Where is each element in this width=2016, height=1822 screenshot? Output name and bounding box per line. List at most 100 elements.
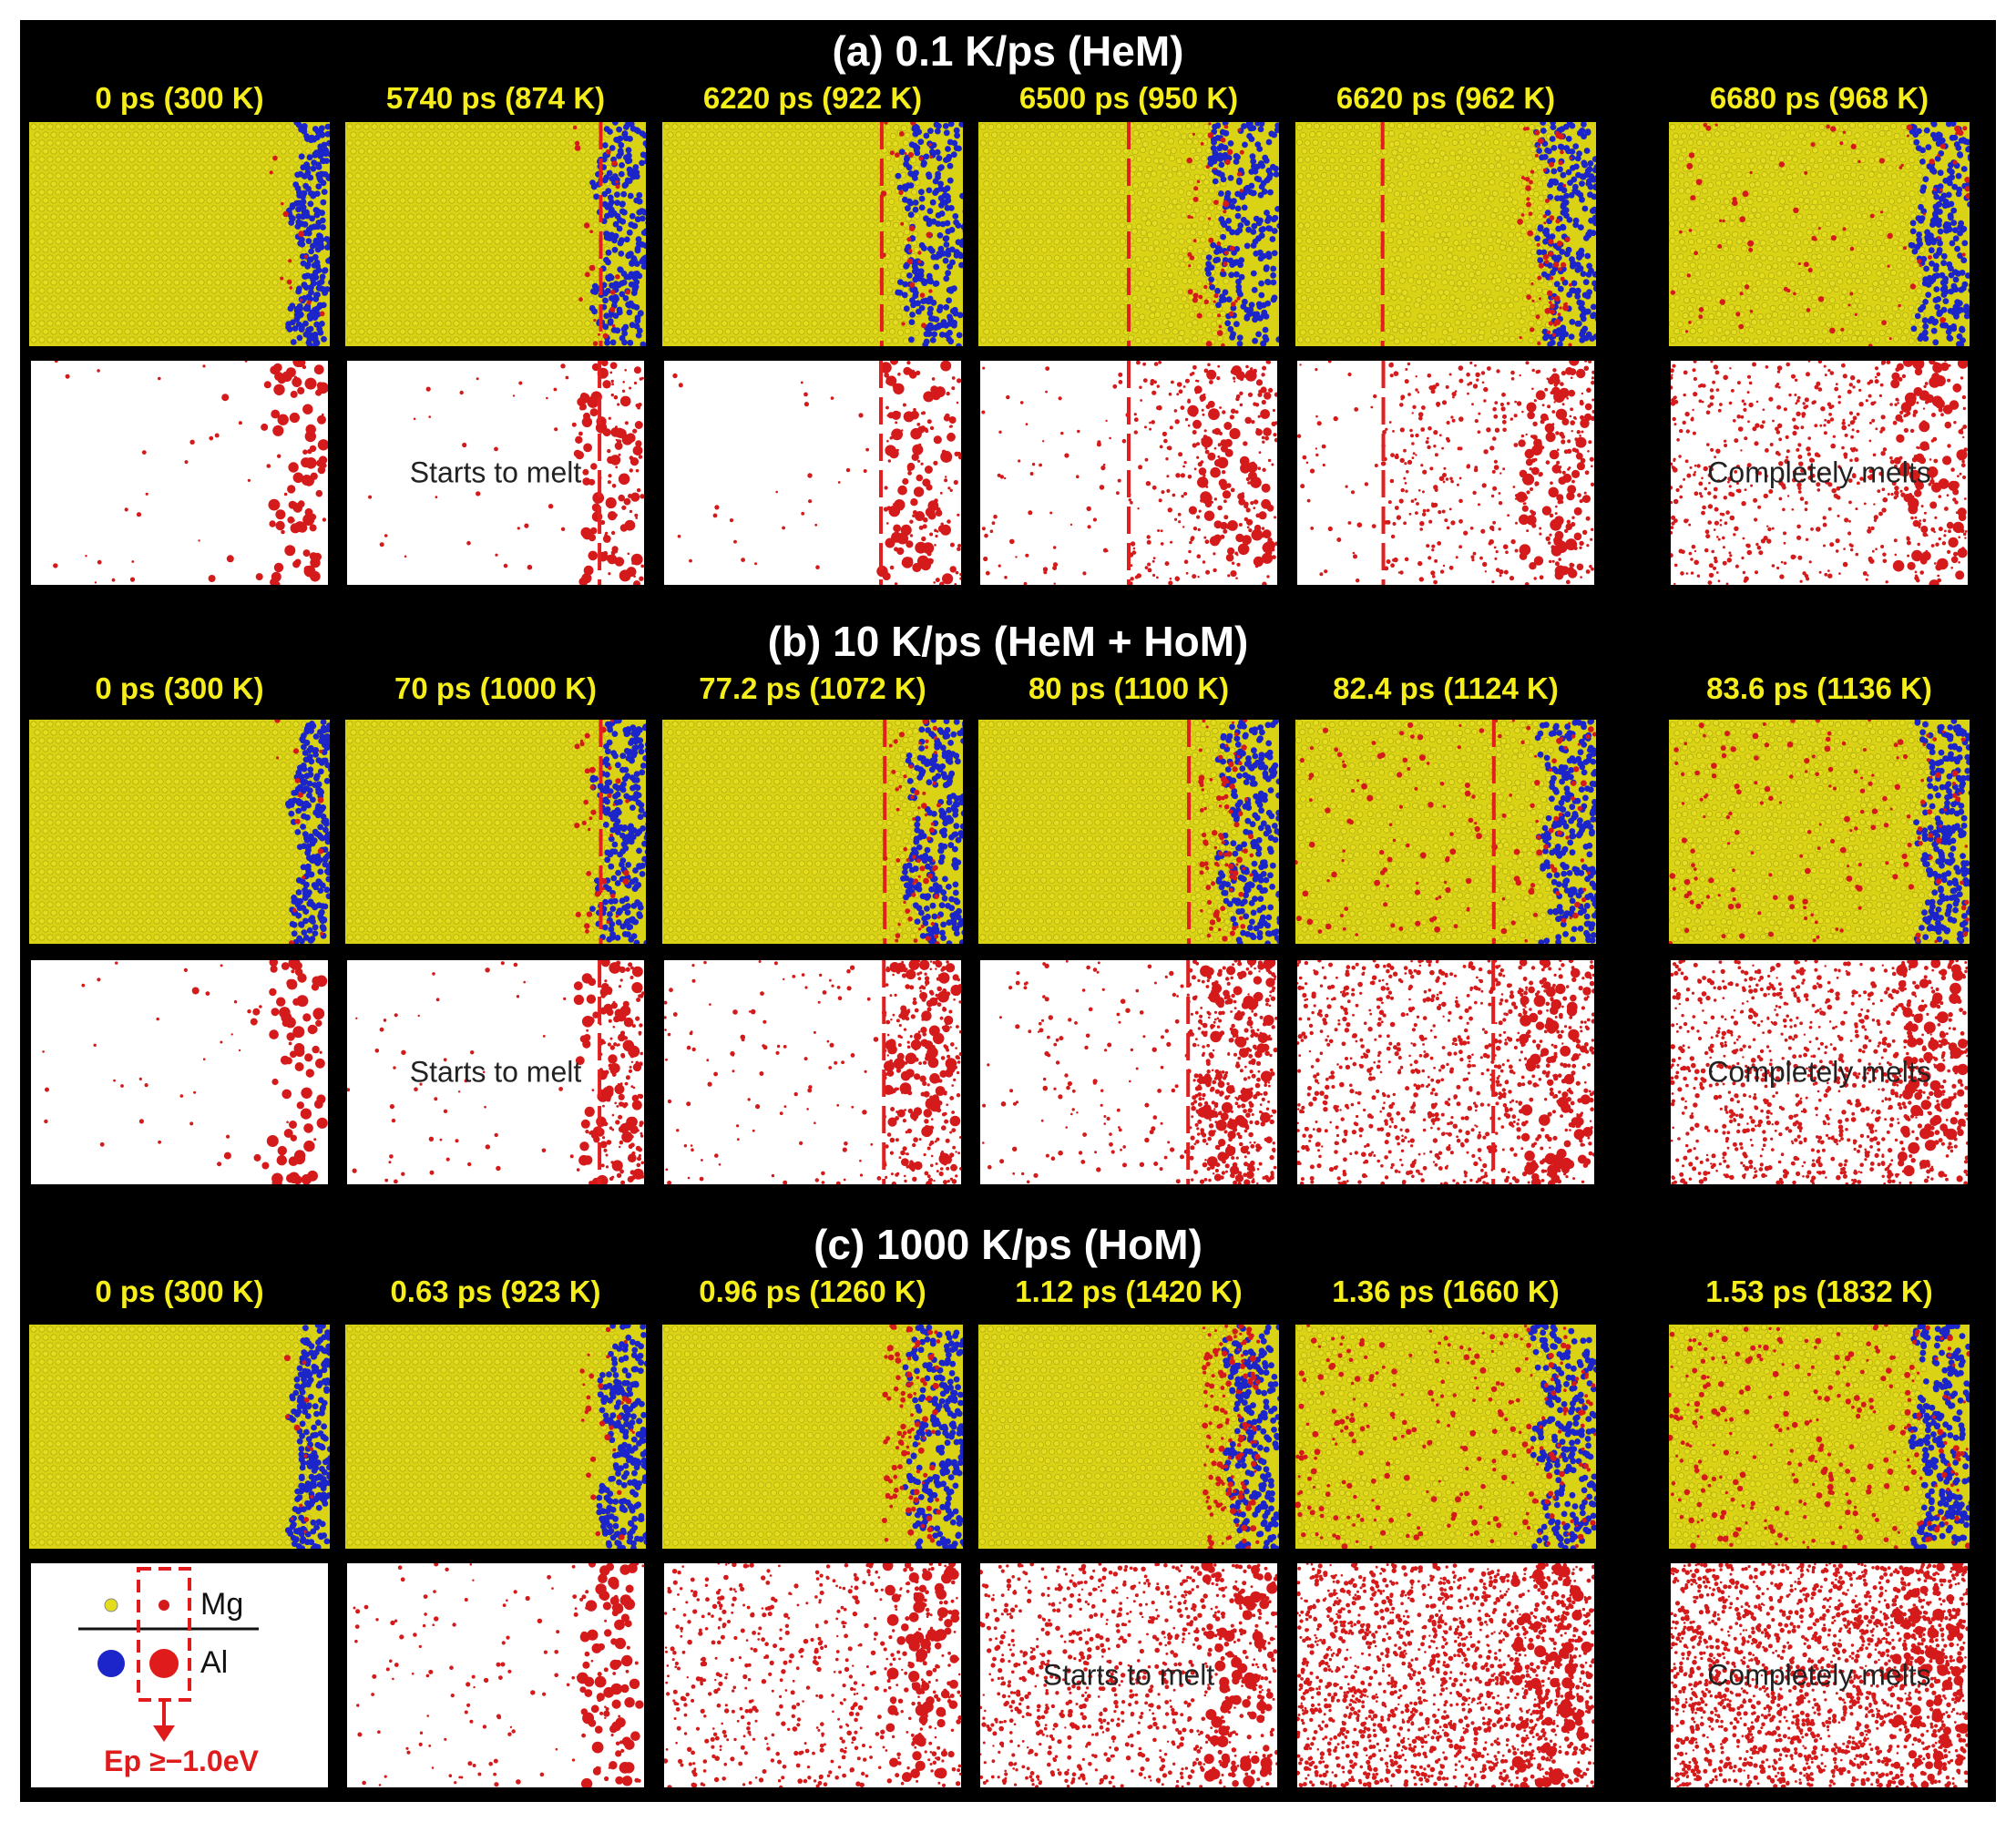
high-energy-atom-svg bbox=[1297, 1563, 1594, 1787]
atom-snapshot-svg bbox=[978, 1325, 1279, 1549]
high-energy-atom-panel bbox=[1295, 958, 1596, 1186]
atom-snapshot-panel bbox=[345, 122, 646, 346]
figure: (a) 0.1 K/ps (HeM) 0 ps (300 K) 5740 ps (8… bbox=[20, 20, 1996, 1802]
atom-snapshot-panel bbox=[29, 1325, 330, 1549]
high-energy-atom-panel bbox=[662, 958, 963, 1186]
atom-snapshot-panel bbox=[662, 1325, 963, 1549]
atom-snapshot-panel bbox=[978, 1325, 1279, 1549]
atom-snapshot-svg bbox=[979, 720, 1279, 944]
legend-energy-label: Ep ≥−1.0eV bbox=[49, 1745, 313, 1778]
atom-snapshot-panel bbox=[1669, 122, 1970, 346]
high-energy-atom-panel bbox=[978, 958, 1279, 1186]
snapshot-time-label: 6500 ps (950 K) bbox=[978, 80, 1279, 117]
snapshot-time-label: 6620 ps (962 K) bbox=[1295, 80, 1596, 117]
snapshot-time-label: 1.12 ps (1420 K) bbox=[978, 1274, 1279, 1310]
snapshot-time-label: 1.36 ps (1660 K) bbox=[1295, 1274, 1596, 1310]
high-energy-atom-panel bbox=[662, 359, 963, 587]
high-energy-atom-svg bbox=[1297, 960, 1594, 1184]
atom-snapshot-svg bbox=[346, 720, 646, 944]
legend-panel: Mg Al Ep ≥−1.0eV bbox=[29, 1561, 330, 1789]
section-title: (a) 0.1 K/ps (HeM) bbox=[20, 26, 1996, 77]
atom-snapshot-svg bbox=[1669, 1325, 1970, 1549]
high-energy-atom-panel: Completely melts bbox=[1669, 359, 1970, 587]
snapshot-time-label: 0 ps (300 K) bbox=[29, 80, 330, 117]
high-energy-atom-panel: Starts to melt bbox=[978, 1561, 1279, 1789]
mg-high-energy-icon bbox=[159, 1600, 169, 1611]
snapshot-time-label: 0.63 ps (923 K) bbox=[345, 1274, 646, 1310]
legend-arrow-head bbox=[153, 1725, 175, 1742]
atom-snapshot-panel bbox=[29, 122, 330, 346]
atom-snapshot-svg bbox=[346, 1325, 646, 1549]
atom-snapshot-panel bbox=[1295, 720, 1596, 944]
high-energy-atom-panel: Starts to melt bbox=[345, 359, 646, 587]
snapshot-time-label: 80 ps (1100 K) bbox=[978, 670, 1279, 707]
atom-snapshot-svg bbox=[979, 122, 1279, 346]
snapshot-time-label: 6220 ps (922 K) bbox=[662, 80, 963, 117]
high-energy-atom-panel: Completely melts bbox=[1669, 1561, 1970, 1789]
snapshot-time-label: 0 ps (300 K) bbox=[29, 670, 330, 707]
atom-snapshot-panel bbox=[1295, 1325, 1596, 1549]
high-energy-atom-svg bbox=[672, 361, 961, 585]
atom-snapshot-svg bbox=[1295, 122, 1596, 346]
atom-snapshot-panel bbox=[1295, 122, 1596, 346]
high-energy-atom-svg bbox=[42, 960, 328, 1184]
al-atom-icon bbox=[97, 1650, 125, 1677]
high-energy-atom-svg bbox=[353, 1563, 644, 1787]
snapshot-time-label: 5740 ps (874 K) bbox=[345, 80, 646, 117]
atom-snapshot-panel bbox=[345, 720, 646, 944]
high-energy-atom-panel: Completely melts bbox=[1669, 958, 1970, 1186]
high-energy-atom-panel bbox=[662, 1561, 963, 1789]
atom-snapshot-svg bbox=[30, 122, 330, 346]
high-energy-atom-svg bbox=[1671, 1563, 1968, 1787]
snapshot-time-label: 70 ps (1000 K) bbox=[345, 670, 646, 707]
atom-snapshot-svg bbox=[346, 122, 646, 346]
high-energy-atom-svg bbox=[980, 1563, 1277, 1787]
high-energy-atom-svg bbox=[1297, 361, 1594, 585]
atom-snapshot-panel bbox=[662, 720, 963, 944]
legend-mg-label: Mg bbox=[200, 1587, 243, 1622]
legend-al-label: Al bbox=[200, 1645, 228, 1681]
high-energy-atom-svg bbox=[368, 361, 644, 585]
high-energy-atom-svg bbox=[982, 960, 1277, 1184]
atom-snapshot-panel bbox=[978, 720, 1279, 944]
high-energy-atom-panel bbox=[345, 1561, 646, 1789]
atom-snapshot-svg bbox=[30, 1325, 330, 1549]
high-energy-atom-svg bbox=[664, 1563, 961, 1787]
mg-small-atom-icon bbox=[104, 1598, 118, 1612]
atom-snapshot-svg bbox=[663, 720, 963, 944]
atom-snapshot-panel bbox=[1669, 1325, 1970, 1549]
al-high-energy-icon bbox=[149, 1649, 179, 1678]
high-energy-box bbox=[137, 1567, 191, 1702]
atom-snapshot-svg bbox=[1295, 720, 1596, 944]
high-energy-atom-panel bbox=[978, 359, 1279, 587]
atom-snapshot-svg bbox=[1295, 1325, 1596, 1549]
snapshot-time-label: 0.96 ps (1260 K) bbox=[662, 1274, 963, 1310]
high-energy-atom-svg bbox=[347, 960, 644, 1184]
legend-graphic bbox=[78, 1567, 259, 1742]
atom-snapshot-svg bbox=[663, 1325, 963, 1549]
atom-snapshot-svg bbox=[1669, 720, 1970, 944]
snapshot-time-label: 83.6 ps (1136 K) bbox=[1669, 670, 1970, 707]
section-title: (b) 10 K/ps (HeM + HoM) bbox=[20, 616, 1996, 667]
high-energy-atom-panel bbox=[1295, 1561, 1596, 1789]
atom-snapshot-panel bbox=[662, 122, 963, 346]
snapshot-time-label: 1.53 ps (1832 K) bbox=[1669, 1274, 1970, 1310]
section-title: (c) 1000 K/ps (HoM) bbox=[20, 1219, 1996, 1270]
atom-snapshot-panel bbox=[29, 720, 330, 944]
high-energy-atom-svg bbox=[53, 361, 328, 585]
snapshot-time-label: 6680 ps (968 K) bbox=[1669, 80, 1970, 117]
atom-snapshot-svg bbox=[1669, 122, 1970, 346]
atom-snapshot-svg bbox=[30, 720, 330, 944]
atom-snapshot-panel bbox=[978, 122, 1279, 346]
atom-snapshot-panel bbox=[1669, 720, 1970, 944]
snapshot-time-label: 0 ps (300 K) bbox=[29, 1274, 330, 1310]
atom-snapshot-panel bbox=[345, 1325, 646, 1549]
high-energy-atom-svg bbox=[1671, 960, 1968, 1184]
high-energy-atom-panel bbox=[29, 958, 330, 1186]
high-energy-atom-svg bbox=[1671, 361, 1968, 585]
high-energy-atom-panel bbox=[1295, 359, 1596, 587]
high-energy-atom-svg bbox=[981, 361, 1277, 585]
high-energy-atom-panel bbox=[29, 359, 330, 587]
atom-snapshot-svg bbox=[663, 122, 963, 346]
high-energy-atom-svg bbox=[664, 960, 961, 1184]
